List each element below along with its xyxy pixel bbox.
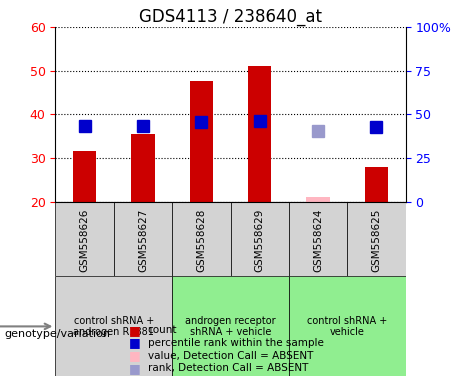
Bar xyxy=(307,197,330,202)
FancyBboxPatch shape xyxy=(230,202,289,276)
Text: GSM558624: GSM558624 xyxy=(313,209,323,273)
Text: GSM558625: GSM558625 xyxy=(372,209,382,273)
Text: GSM558628: GSM558628 xyxy=(196,209,207,273)
Title: GDS4113 / 238640_at: GDS4113 / 238640_at xyxy=(139,8,322,26)
Text: GSM558629: GSM558629 xyxy=(254,209,265,273)
Text: ■: ■ xyxy=(129,349,141,362)
Text: ■: ■ xyxy=(129,336,141,349)
Text: value, Detection Call = ABSENT: value, Detection Call = ABSENT xyxy=(148,351,313,361)
FancyBboxPatch shape xyxy=(289,202,347,276)
Text: control shRNA +
androgen R1881: control shRNA + androgen R1881 xyxy=(73,316,154,337)
FancyBboxPatch shape xyxy=(172,276,289,376)
Text: control shRNA +
vehicle: control shRNA + vehicle xyxy=(307,316,387,337)
Text: GSM558627: GSM558627 xyxy=(138,209,148,273)
FancyBboxPatch shape xyxy=(347,202,406,276)
FancyBboxPatch shape xyxy=(55,276,172,376)
Text: GSM558626: GSM558626 xyxy=(79,209,89,273)
Text: count: count xyxy=(148,325,177,335)
Bar xyxy=(248,66,272,202)
Text: ■: ■ xyxy=(129,362,141,375)
Text: ■: ■ xyxy=(129,324,141,337)
FancyBboxPatch shape xyxy=(114,202,172,276)
Bar xyxy=(365,167,388,202)
Bar xyxy=(73,151,96,202)
Text: androgen receptor
shRNA + vehicle: androgen receptor shRNA + vehicle xyxy=(185,316,276,337)
Bar xyxy=(131,134,154,202)
FancyBboxPatch shape xyxy=(289,276,406,376)
Text: percentile rank within the sample: percentile rank within the sample xyxy=(148,338,324,348)
Bar xyxy=(189,81,213,202)
FancyBboxPatch shape xyxy=(55,202,114,276)
Text: genotype/variation: genotype/variation xyxy=(5,329,111,339)
FancyBboxPatch shape xyxy=(172,202,230,276)
Text: rank, Detection Call = ABSENT: rank, Detection Call = ABSENT xyxy=(148,363,308,373)
